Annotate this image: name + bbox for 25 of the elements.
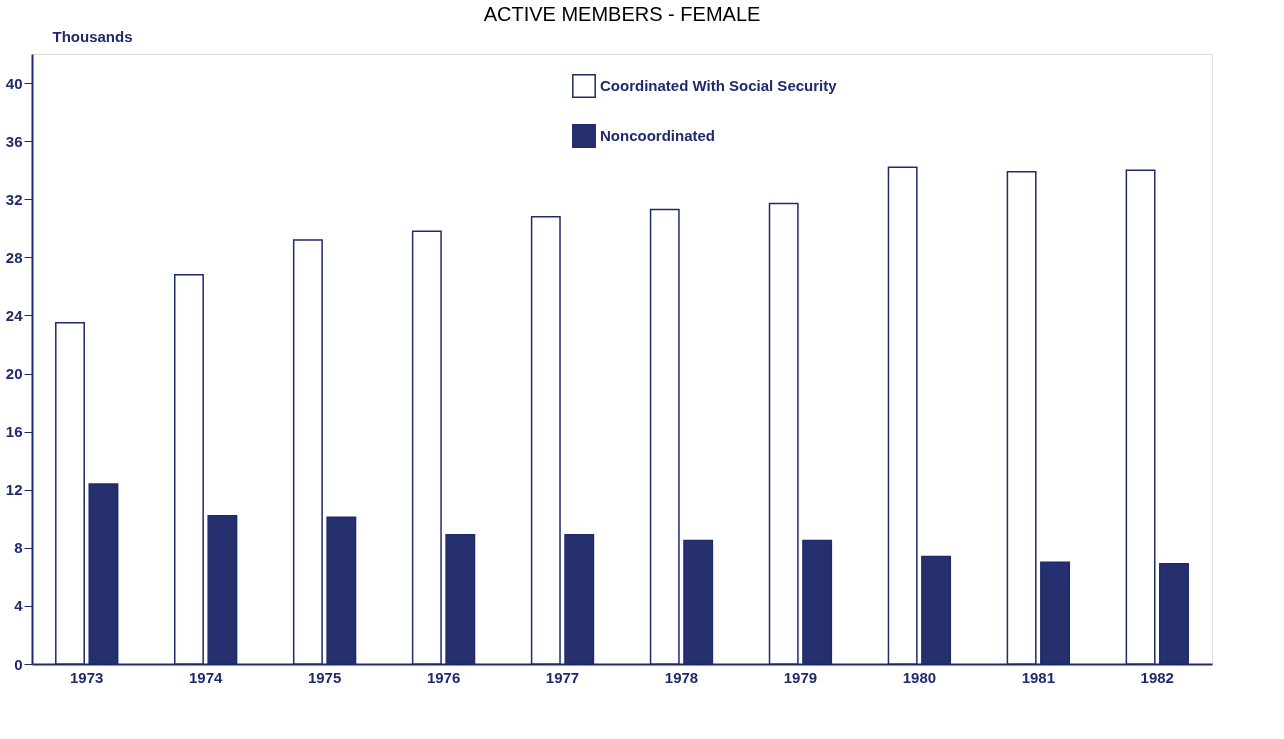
y-tick-label: 24 [5, 306, 24, 324]
y-tick-label: 28 [5, 248, 23, 266]
y-tick-label: 36 [5, 132, 23, 150]
y-tick-label: 0 [14, 655, 23, 673]
x-tick-label: 1977 [545, 668, 580, 686]
x-tick-label: 1981 [1021, 668, 1056, 686]
legend-label: Coordinated With Social Security [600, 77, 838, 94]
y-tick-label: 40 [5, 74, 23, 92]
x-tick-label: 1978 [664, 668, 699, 686]
chart-title: ACTIVE MEMBERS - FEMALE [483, 3, 761, 25]
y-tick-label: 12 [5, 481, 23, 499]
y-tick-label: 16 [5, 423, 23, 441]
x-tick-label: 1974 [188, 668, 224, 686]
y-tick-label: 8 [14, 539, 23, 557]
x-tick-label: 1975 [307, 668, 342, 686]
x-tick-label: 1982 [1140, 668, 1174, 686]
y-tick-label: 20 [5, 365, 23, 383]
x-tick-label: 1980 [902, 668, 937, 686]
y-tick-label: 4 [14, 597, 24, 615]
legend-label: Noncoordinated [600, 127, 715, 144]
x-tick-label: 1973 [70, 668, 104, 686]
y-axis-title: Thousands [52, 27, 133, 45]
x-tick-label: 1976 [426, 668, 461, 686]
y-tick-label: 32 [5, 190, 23, 208]
x-tick-label: 1979 [783, 668, 818, 686]
